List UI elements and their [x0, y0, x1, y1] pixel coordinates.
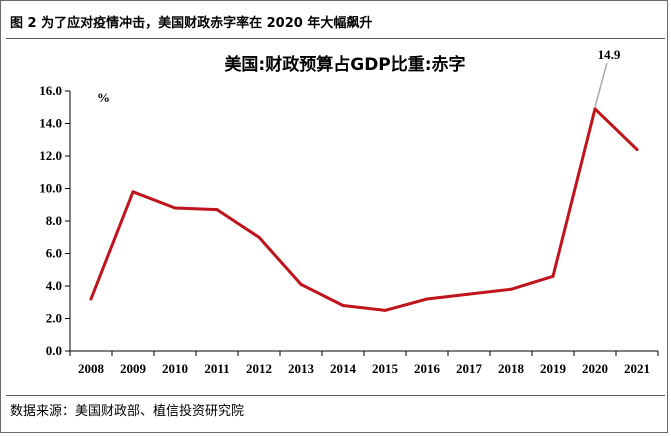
y-tick-label: 4.0 [46, 278, 62, 293]
x-tick-label: 2012 [246, 361, 272, 376]
figure-title: 图 2 为了应对疫情冲击，美国财政赤字率在 2020 年大幅飙升 [10, 16, 373, 31]
data-point [341, 304, 345, 307]
x-tick-label: 2020 [582, 361, 608, 376]
x-tick-label: 2016 [414, 361, 441, 376]
data-point [425, 297, 429, 301]
y-tick-label: 6.0 [46, 246, 62, 261]
x-tick-label: 2013 [288, 361, 315, 376]
y-tick-label: 12.0 [39, 148, 62, 163]
y-unit-label: % [97, 90, 110, 105]
series-group [89, 107, 639, 312]
x-tick-label: 2011 [204, 361, 229, 376]
data-point [551, 274, 555, 278]
annotations: 14.9 [594, 47, 621, 108]
data-label: 14.9 [598, 47, 621, 62]
y-tick-label: 10.0 [39, 181, 62, 196]
x-tick-label: 2010 [162, 361, 188, 376]
y-tick-label: 0.0 [46, 343, 62, 358]
x-tick-label: 2018 [498, 361, 525, 376]
y-tick-label: 14.0 [39, 116, 62, 131]
data-point [467, 292, 471, 296]
data-point [89, 297, 93, 301]
source-divider [6, 395, 665, 396]
y-ticks: 0.0 2.0 4.0 6.0 8.0 10.0 12.0 14.0 16.0 [39, 83, 70, 358]
y-tick-label: 16.0 [39, 83, 62, 98]
line-chart: 美国:财政预算占GDP比重:赤字 % 0.0 2.0 4.0 6.0 8.0 10.0 12… [39, 47, 659, 376]
data-point [131, 190, 135, 194]
x-tick-label: 2015 [372, 361, 399, 376]
data-point [257, 235, 261, 239]
data-point [299, 282, 303, 286]
y-tick-label: 2.0 [46, 311, 62, 326]
x-tick-label: 2014 [330, 361, 357, 376]
callout-line [594, 62, 608, 108]
data-point [509, 287, 513, 291]
x-tick-label: 2009 [120, 361, 147, 376]
data-point [635, 148, 639, 151]
data-point [215, 208, 219, 212]
series-line [89, 107, 639, 312]
x-tick-label: 2021 [624, 361, 650, 376]
source-note: 数据来源：美国财政部、植信投资研究院 [10, 404, 245, 419]
x-tick-label: 2019 [540, 361, 567, 376]
x-tick-label: 2017 [456, 361, 483, 376]
data-point [173, 206, 177, 210]
x-ticks: 2008 2009 2010 2011 2012 2013 2014 2015 2016 2017… [69, 351, 659, 376]
x-tick-label: 2008 [78, 361, 105, 376]
chart-title: 美国:财政预算占GDP比重:赤字 [224, 54, 465, 75]
data-point [593, 107, 597, 111]
data-point [383, 308, 387, 312]
title-divider [6, 38, 665, 39]
y-tick-label: 8.0 [46, 213, 62, 228]
